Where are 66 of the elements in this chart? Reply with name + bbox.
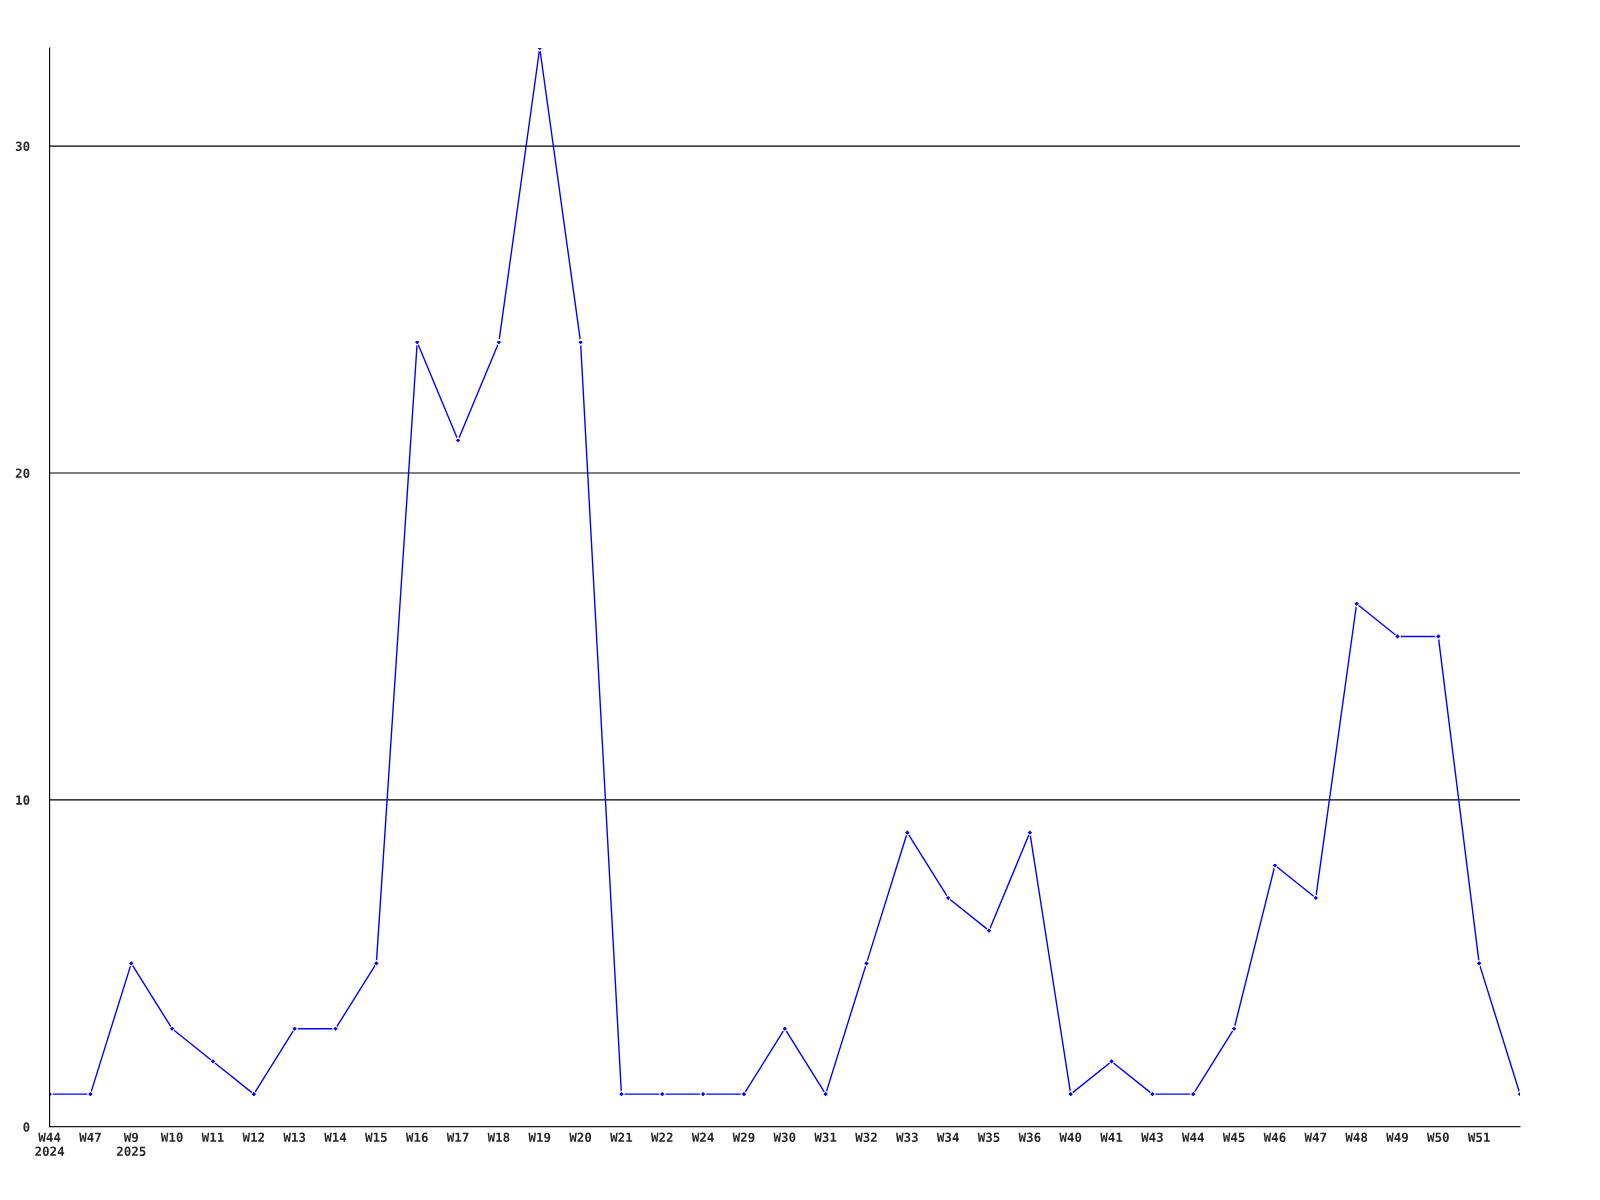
x-tick-label: W48: [1345, 1132, 1368, 1143]
point: [454, 436, 462, 444]
point: [291, 1025, 299, 1033]
x-tick-label: W40: [1059, 1132, 1082, 1143]
x-tick-label: W10: [160, 1132, 183, 1143]
point: [86, 1090, 94, 1098]
x-tick-label: W46: [1263, 1132, 1286, 1143]
x-tick-label: W20: [569, 1132, 592, 1143]
x-tick-label: W49: [1386, 1132, 1408, 1143]
x-tick-label: W19: [528, 1132, 551, 1143]
x-tick-label: W13: [283, 1132, 306, 1143]
x-tick-label: W14: [324, 1132, 347, 1142]
point: [1312, 894, 1320, 902]
x-tick-label: W35: [977, 1132, 1000, 1143]
x-tick-label: W29: [732, 1132, 755, 1143]
x-tick-label: W33: [896, 1132, 918, 1143]
point: [1475, 959, 1483, 967]
y-tick-label: 30: [15, 141, 30, 151]
x-tick-label: W50: [1427, 1132, 1449, 1143]
point: [781, 1025, 789, 1033]
point: [577, 338, 585, 346]
x-tick-label: W36: [1018, 1132, 1041, 1143]
point: [250, 1090, 258, 1098]
point: [372, 959, 380, 967]
x-tick-label: W47: [79, 1132, 101, 1142]
x-tick-label: W17: [446, 1132, 469, 1142]
x-tick-label: W9 2025: [116, 1132, 146, 1157]
x-tick-label: W16: [405, 1132, 428, 1143]
x-tick-label: W47: [1304, 1132, 1327, 1142]
point: [985, 927, 993, 935]
point: [617, 1090, 625, 1098]
x-tick-label: W30: [773, 1132, 796, 1143]
point: [1353, 600, 1361, 608]
y-tick-label: 10: [16, 795, 30, 805]
point: [1067, 1090, 1075, 1098]
point: [944, 894, 952, 902]
x-tick-label: W32: [855, 1132, 877, 1143]
point: [699, 1090, 707, 1098]
x-tick-label: W45: [1222, 1132, 1245, 1143]
point: [495, 338, 503, 346]
x-tick-label: W11: [201, 1132, 224, 1142]
x-tick-label: W44 2024: [35, 1132, 65, 1157]
x-tick-label: W12: [242, 1132, 265, 1142]
x-tick-label: W41: [1100, 1132, 1123, 1142]
x-tick-label: W43: [1141, 1132, 1163, 1143]
x-tick-label: W24: [691, 1132, 714, 1142]
point: [413, 338, 421, 346]
point: [1189, 1090, 1197, 1098]
x-tick-label: W51: [1467, 1132, 1490, 1143]
point: [168, 1025, 176, 1033]
point: [1148, 1090, 1156, 1098]
x-tick-label: W15: [365, 1132, 387, 1143]
x-tick-label: W34: [936, 1132, 959, 1143]
point: [822, 1090, 830, 1098]
x-tick-label: W18: [487, 1132, 510, 1143]
x-tick-label: W21: [610, 1132, 633, 1142]
y-tick-label: 20: [15, 468, 30, 478]
point: [1230, 1025, 1238, 1033]
point: [863, 959, 870, 967]
x-tick-label: W22: [650, 1132, 673, 1142]
point: [209, 1057, 217, 1065]
x-tick-label: W44: [1181, 1132, 1204, 1142]
y-tick-label: 0: [23, 1122, 30, 1132]
x-tick-label: W31: [814, 1132, 837, 1143]
point: [1271, 861, 1279, 869]
point: [658, 1090, 666, 1098]
